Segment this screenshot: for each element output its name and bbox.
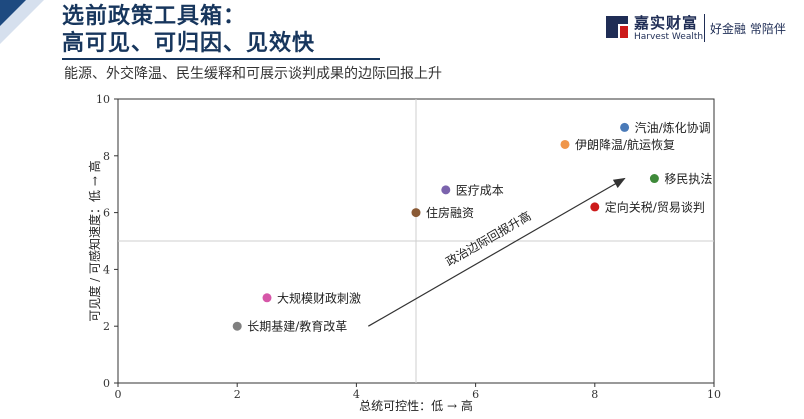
x-tick-label: 8 — [591, 388, 598, 401]
data-point — [590, 202, 600, 212]
data-point-label: 医疗成本 — [456, 183, 504, 197]
brand-separator — [704, 14, 705, 42]
data-point-label: 住房融资 — [426, 205, 474, 220]
data-point-label: 定向关税/贸易谈判 — [605, 199, 705, 214]
x-tick-label: 4 — [353, 388, 360, 401]
x-tick-label: 0 — [115, 388, 122, 401]
data-point-label: 长期基建/教育改革 — [247, 319, 347, 334]
y-tick-label: 8 — [103, 150, 110, 163]
data-point — [649, 174, 659, 184]
data-point — [620, 122, 630, 132]
y-tick-label: 4 — [103, 263, 110, 276]
brand-name-cn: 嘉实财富 — [634, 14, 699, 32]
title-underline — [62, 58, 380, 60]
brand-slogan: 好金融 常陪伴 — [710, 22, 786, 36]
x-tick-label: 2 — [234, 388, 241, 401]
y-tick-label: 0 — [103, 377, 110, 390]
brand-logo: 嘉实财富 Harvest Wealth 好金融 常陪伴 — [604, 10, 794, 46]
brand-name-en: Harvest Wealth — [634, 32, 704, 42]
y-tick-label: 6 — [103, 207, 110, 220]
trend-arrow — [368, 177, 626, 327]
page-subtitle: 能源、外交降温、民生缓释和可展示谈判成果的边际回报上升 — [64, 66, 442, 82]
data-point-label: 移民执法 — [664, 172, 712, 186]
page-title-line2: 高可见、可归因、见效快 — [62, 31, 316, 56]
y-tick-label: 2 — [103, 320, 110, 333]
data-point — [441, 185, 451, 195]
page-title-line1: 选前政策工具箱： — [62, 4, 247, 29]
brand-logo-icon — [606, 16, 628, 38]
data-point — [262, 293, 272, 303]
x-axis-label: 总统可控性：低 → 高 — [359, 398, 473, 413]
y-tick-label: 10 — [96, 93, 110, 106]
data-point-label: 大规模财政刺激 — [277, 290, 361, 305]
data-point — [560, 139, 570, 149]
data-point — [232, 321, 242, 331]
y-axis-label: 可见度 / 可感知速度：低 → 高 — [87, 160, 102, 321]
corner-decoration-dark — [0, 0, 26, 26]
data-point — [411, 208, 421, 218]
x-tick-label: 6 — [472, 388, 479, 401]
x-tick-label: 10 — [707, 388, 721, 401]
data-point-label: 伊朗降温/航运恢复 — [575, 137, 675, 152]
data-point-label: 汽油/炼化协调 — [635, 120, 711, 135]
